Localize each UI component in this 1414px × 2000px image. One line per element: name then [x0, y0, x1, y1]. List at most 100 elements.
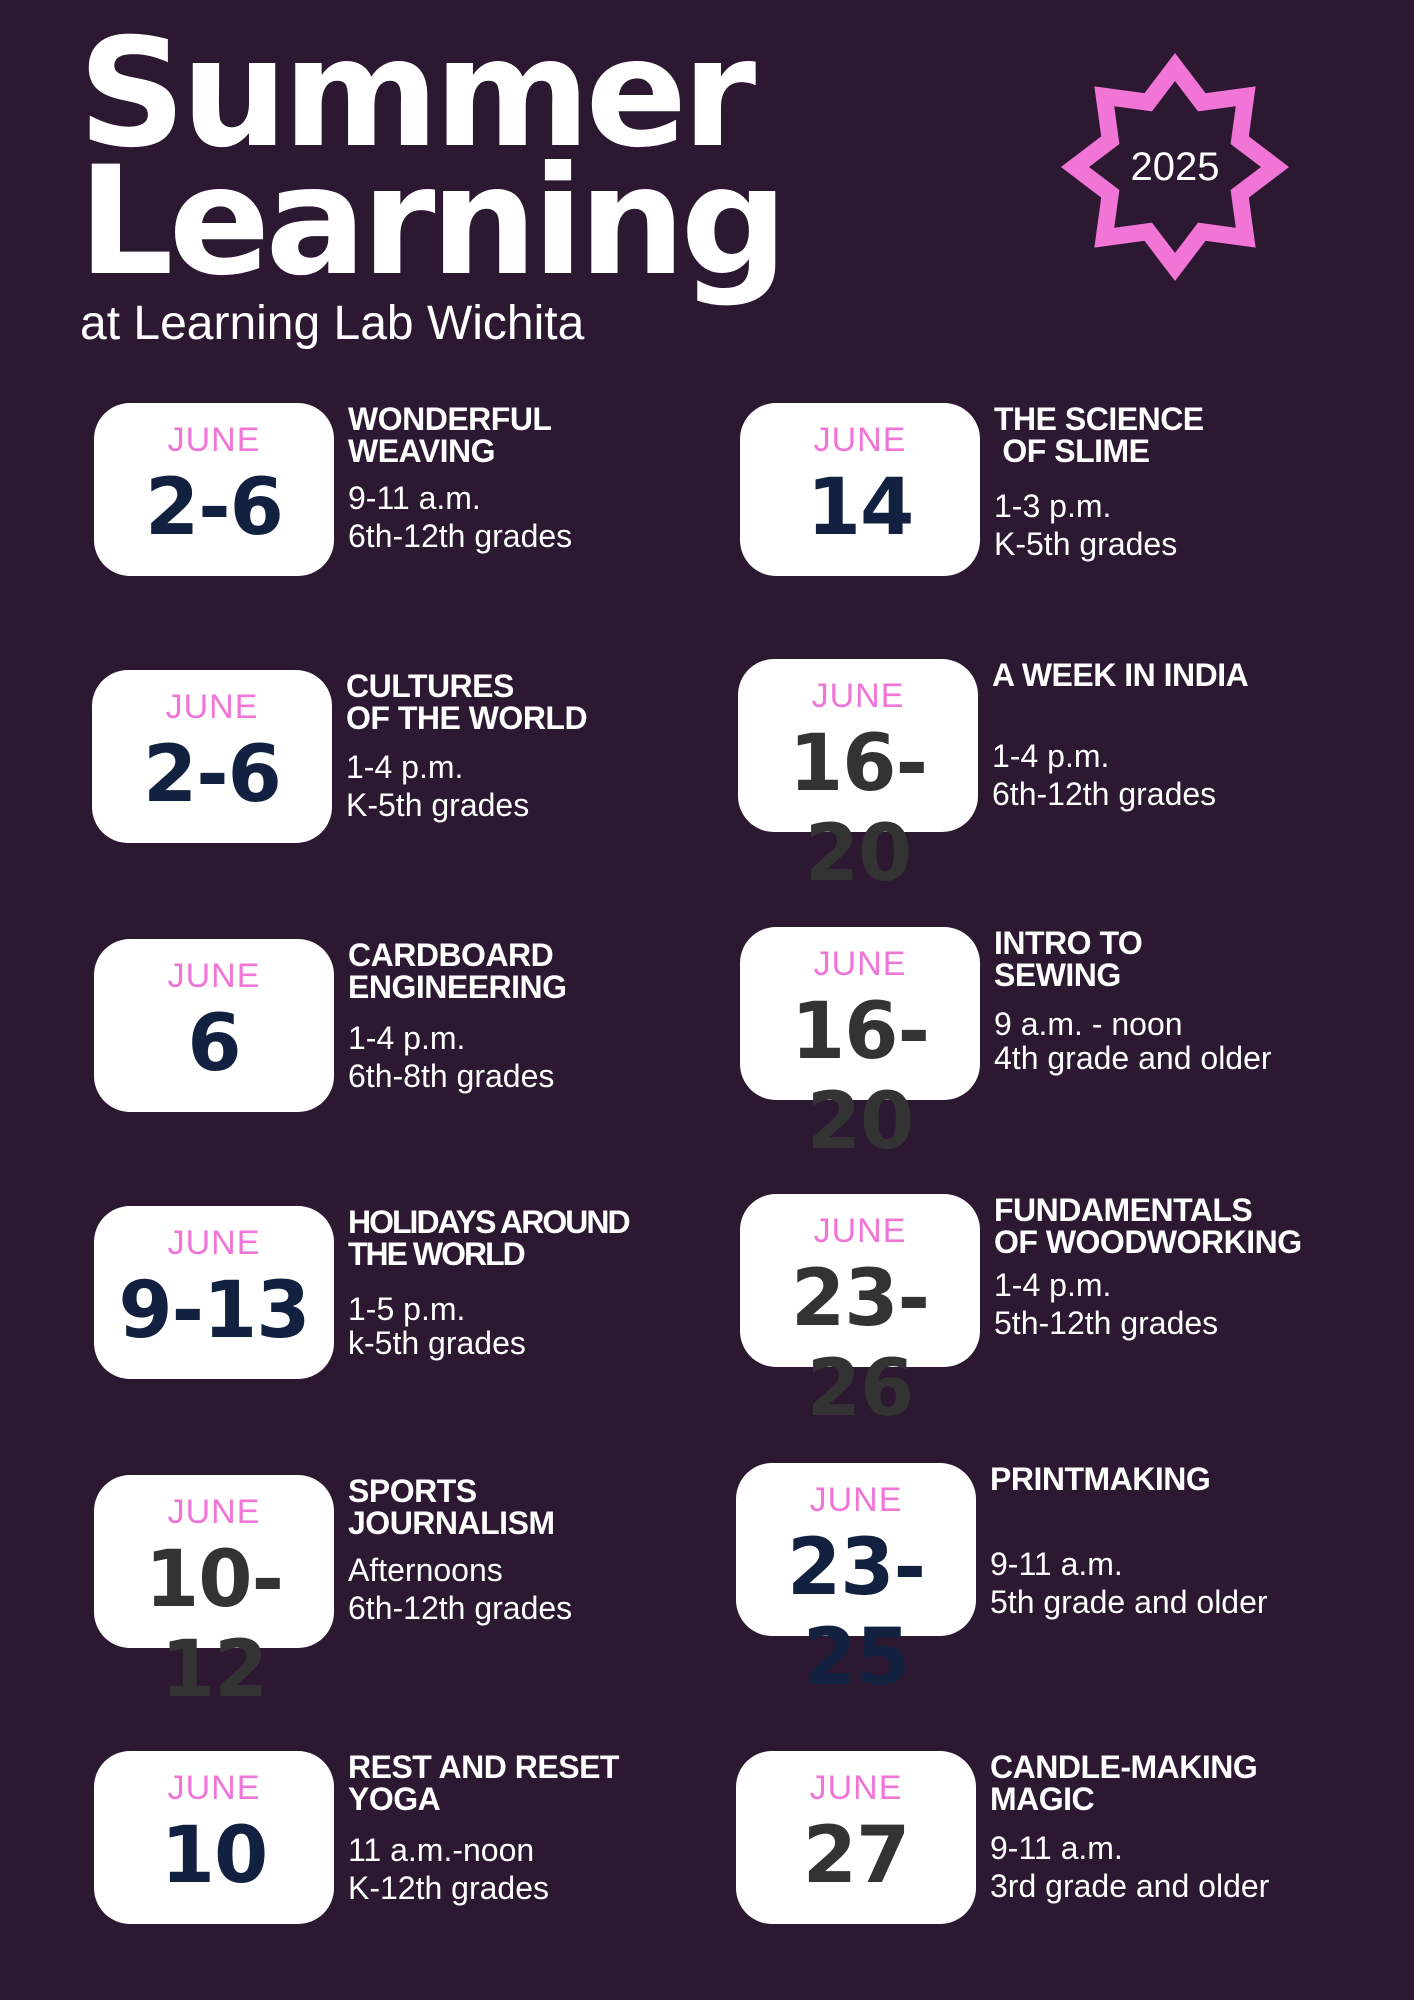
event-audience: 4th grade and older: [994, 1040, 1272, 1076]
event-info: FUNDAMENTALS OF WOODWORKING 1-4 p.m. 5th…: [994, 1194, 1394, 1342]
event-title: CARDBOARD ENGINEERING: [348, 937, 567, 1005]
event-card: JUNE 9-13 HOLIDAYS AROUND THE WORLD 1-5 …: [94, 1206, 734, 1381]
event-info: REST AND RESET YOGA 11 a.m.-noon K-12th …: [348, 1751, 748, 1907]
event-card: JUNE 2-6 CULTURES OF THE WORLD 1-4 p.m. …: [92, 670, 732, 845]
event-month: JUNE: [167, 1224, 261, 1262]
event-audience: K-5th grades: [994, 526, 1178, 562]
page-title: Summer Learning: [78, 7, 788, 309]
event-info: SPORTS JOURNALISM Afternoons 6th-12th gr…: [348, 1475, 748, 1627]
event-month: JUNE: [167, 1769, 261, 1807]
event-card: JUNE 23-25 PRINTMAKING 9-11 a.m. 5th gra…: [736, 1463, 1376, 1703]
event-time: 1-4 p.m.: [348, 1020, 466, 1056]
date-box: JUNE 23-25: [736, 1463, 976, 1703]
date-box: JUNE 9-13: [94, 1206, 334, 1379]
event-audience: K-12th grades: [348, 1870, 550, 1906]
date-box: JUNE 16-20: [740, 927, 980, 1167]
event-details: 1-5 p.m. k-5th grades: [348, 1292, 748, 1360]
event-time: 1-3 p.m.: [994, 488, 1112, 524]
event-details: 9-11 a.m. 5th grade and older: [990, 1545, 1390, 1621]
event-card: JUNE 27 CANDLE-MAKING MAGIC 9-11 a.m. 3r…: [736, 1751, 1376, 1926]
event-title: HOLIDAYS AROUND THE WORLD: [348, 1204, 631, 1272]
event-month: JUNE: [809, 1481, 903, 1519]
page-subtitle: at Learning Lab Wichita: [80, 297, 585, 350]
event-card: JUNE 10-12 SPORTS JOURNALISM Afternoons …: [94, 1475, 734, 1715]
date-box: JUNE 16-20: [738, 659, 978, 899]
event-card: JUNE 10 REST AND RESET YOGA 11 a.m.-noon…: [94, 1751, 734, 1926]
event-title: WONDERFUL WEAVING: [348, 401, 552, 469]
event-day: 27: [802, 1811, 911, 1901]
event-time: 11 a.m.-noon: [348, 1832, 535, 1868]
event-day: 2-6: [145, 463, 284, 553]
date-box: JUNE 2-6: [92, 670, 332, 843]
event-month: JUNE: [811, 677, 905, 715]
event-title: CANDLE-MAKING MAGIC: [990, 1749, 1258, 1817]
event-details: 1-4 p.m. 6th-12th grades: [992, 737, 1392, 813]
event-month: JUNE: [809, 1769, 903, 1807]
event-time: 9-11 a.m.: [348, 480, 481, 516]
event-info: A WEEK IN INDIA 1-4 p.m. 6th-12th grades: [992, 659, 1392, 813]
event-card: JUNE 16-20 A WEEK IN INDIA 1-4 p.m. 6th-…: [738, 659, 1378, 899]
event-month: JUNE: [165, 688, 259, 726]
event-month: JUNE: [167, 421, 261, 459]
event-info: HOLIDAYS AROUND THE WORLD 1-5 p.m. k-5th…: [348, 1206, 748, 1360]
event-audience: 5th-12th grades: [994, 1305, 1219, 1341]
event-time: 1-4 p.m.: [992, 738, 1110, 774]
event-day: 10-12: [145, 1535, 284, 1715]
event-month: JUNE: [167, 1493, 261, 1531]
event-month: JUNE: [813, 945, 907, 983]
event-month: JUNE: [813, 421, 907, 459]
event-time: 1-4 p.m.: [994, 1267, 1112, 1303]
event-title: INTRO TO SEWING: [994, 925, 1143, 993]
event-audience: k-5th grades: [348, 1325, 526, 1361]
event-audience: 5th grade and older: [990, 1584, 1268, 1620]
date-box: JUNE 27: [736, 1751, 976, 1924]
event-title: PRINTMAKING: [990, 1461, 1211, 1497]
year-badge: 2025: [1060, 52, 1290, 282]
event-title: A WEEK IN INDIA: [992, 657, 1249, 693]
event-day: 9-13: [118, 1266, 310, 1356]
event-time: 9-11 a.m.: [990, 1546, 1123, 1582]
event-title: REST AND RESET YOGA: [348, 1749, 619, 1817]
event-day: 16-20: [789, 719, 928, 899]
event-time: Afternoons: [348, 1552, 503, 1588]
date-box: JUNE 6: [94, 939, 334, 1112]
event-time: 9 a.m. - noon: [994, 1006, 1183, 1042]
event-title: CULTURES OF THE WORLD: [346, 668, 588, 736]
date-box: JUNE 14: [740, 403, 980, 576]
event-month: JUNE: [813, 1212, 907, 1250]
event-day: 23-26: [791, 1254, 930, 1434]
event-day: 14: [806, 463, 915, 553]
event-title: SPORTS JOURNALISM: [348, 1473, 555, 1541]
event-info: WONDERFUL WEAVING 9-11 a.m. 6th-12th gra…: [348, 403, 748, 555]
event-day: 23-25: [787, 1523, 926, 1703]
event-audience: 6th-12th grades: [992, 776, 1217, 812]
event-card: JUNE 2-6 WONDERFUL WEAVING 9-11 a.m. 6th…: [94, 403, 734, 578]
event-details: 11 a.m.-noon K-12th grades: [348, 1831, 748, 1907]
event-info: CULTURES OF THE WORLD 1-4 p.m. K-5th gra…: [346, 670, 746, 824]
event-time: 9-11 a.m.: [990, 1830, 1123, 1866]
event-title: FUNDAMENTALS OF WOODWORKING: [994, 1192, 1302, 1260]
event-day: 16-20: [791, 987, 930, 1167]
event-card: JUNE 16-20 INTRO TO SEWING 9 a.m. - noon…: [740, 927, 1380, 1167]
event-day: 6: [187, 999, 241, 1089]
event-time: 1-5 p.m.: [348, 1291, 466, 1327]
event-audience: 6th-12th grades: [348, 518, 573, 554]
event-card: JUNE 14 THE SCIENCE OF SLIME 1-3 p.m. K-…: [740, 403, 1380, 578]
date-box: JUNE 2-6: [94, 403, 334, 576]
event-details: 9 a.m. - noon 4th grade and older: [994, 1007, 1394, 1075]
event-info: CARDBOARD ENGINEERING 1-4 p.m. 6th-8th g…: [348, 939, 748, 1095]
event-details: 1-4 p.m. 5th-12th grades: [994, 1266, 1394, 1342]
event-audience: K-5th grades: [346, 787, 530, 823]
event-month: JUNE: [167, 957, 261, 995]
event-time: 1-4 p.m.: [346, 749, 464, 785]
date-box: JUNE 23-26: [740, 1194, 980, 1434]
title-line-learning: Learning: [78, 135, 788, 309]
title-line-summer: Summer: [78, 7, 756, 181]
event-details: 1-4 p.m. K-5th grades: [346, 748, 746, 824]
event-details: 9-11 a.m. 3rd grade and older: [990, 1829, 1390, 1905]
event-card: JUNE 23-26 FUNDAMENTALS OF WOODWORKING 1…: [740, 1194, 1380, 1434]
event-info: THE SCIENCE OF SLIME 1-3 p.m. K-5th grad…: [994, 403, 1394, 563]
event-details: 1-3 p.m. K-5th grades: [994, 487, 1394, 563]
event-info: INTRO TO SEWING 9 a.m. - noon 4th grade …: [994, 927, 1394, 1075]
event-audience: 6th-8th grades: [348, 1058, 555, 1094]
